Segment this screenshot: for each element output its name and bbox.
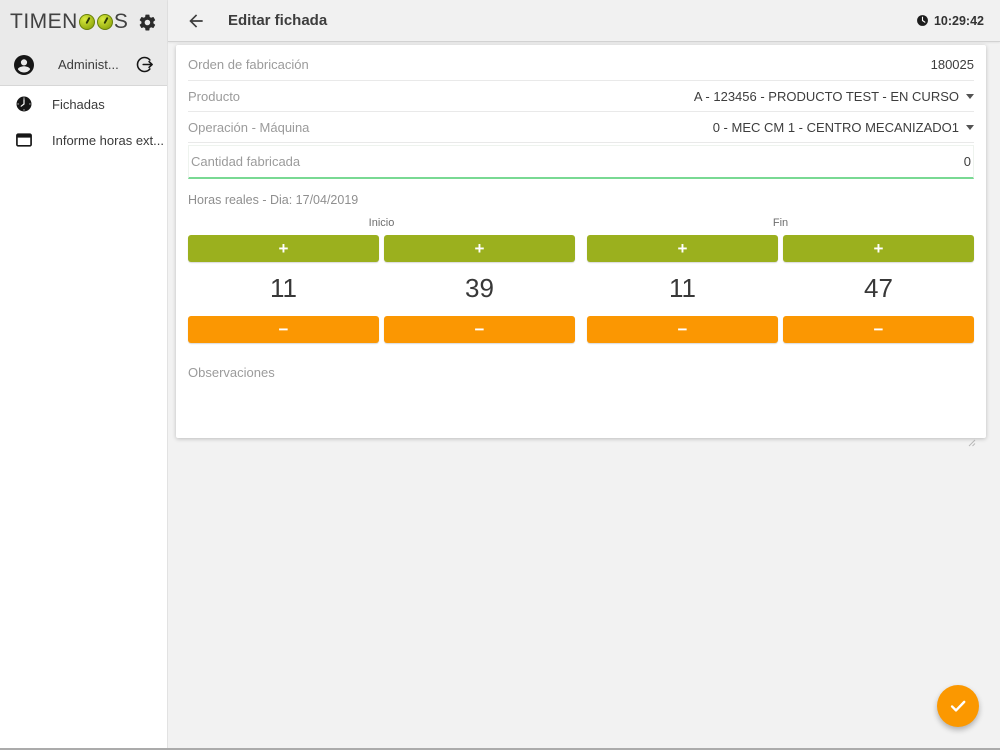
field-producto[interactable]: Producto A - 123456 - PRODUCTO TEST - EN… — [188, 81, 974, 112]
clock-display: 10:29:42 — [916, 14, 984, 28]
dropdown-caret-icon[interactable] — [966, 124, 974, 130]
stepper-group-inicio: Inicio + 11 − + 39 − — [188, 217, 575, 343]
resize-handle-icon[interactable] — [967, 438, 976, 447]
decrement-button[interactable]: − — [587, 316, 778, 343]
stepper-inicio-hours: + 11 − — [188, 235, 379, 343]
horas-reales-section-label: Horas reales - Dia: 17/04/2019 — [188, 193, 359, 207]
field-cantidad-fabricada[interactable]: Cantidad fabricada 0 — [188, 145, 974, 179]
account-person-icon — [12, 53, 36, 77]
group-label: Inicio — [368, 217, 395, 229]
group-label: Fin — [772, 217, 789, 229]
stepper-value: 39 — [465, 273, 494, 303]
logo-ball-icon — [78, 14, 95, 30]
user-account-row[interactable]: Administ... — [0, 44, 167, 86]
back-arrow-icon[interactable] — [186, 11, 206, 31]
observaciones-textarea[interactable]: Observaciones — [188, 357, 976, 447]
sidebar: TIMEN S Administ... Fichad — [0, 0, 168, 748]
increment-button[interactable]: + — [783, 235, 974, 262]
time-clock-icon — [916, 14, 929, 27]
window-icon — [14, 130, 34, 150]
increment-button[interactable]: + — [587, 235, 778, 262]
field-value: 180025 — [930, 57, 974, 72]
app-bar: Editar fichada 10:29:42 — [168, 0, 1000, 42]
stepper-value: 11 — [270, 273, 297, 303]
sidebar-item-fichadas[interactable]: Fichadas — [0, 86, 167, 122]
settings-gear-icon[interactable] — [138, 13, 157, 32]
main-area: Editar fichada 10:29:42 Orden de fabrica… — [168, 0, 1000, 748]
field-value[interactable]: 0 - MEC CM 1 - CENTRO MECANIZADO1 — [712, 119, 959, 135]
increment-button[interactable]: + — [384, 235, 575, 262]
current-time: 10:29:42 — [933, 13, 984, 28]
sidebar-menu: Fichadas Informe horas ext... — [0, 86, 167, 158]
logo-text-suffix: S — [113, 10, 129, 33]
field-operacion-maquina[interactable]: Operación - Máquina 0 - MEC CM 1 - CENTR… — [188, 112, 974, 143]
stepper-value: 47 — [864, 273, 893, 303]
field-value[interactable]: 0 — [963, 154, 971, 169]
edit-fichada-form: Orden de fabricación 180025 Producto A -… — [176, 45, 986, 447]
increment-button[interactable]: + — [188, 235, 379, 262]
stepper-fin-hours: + 11 − — [587, 235, 778, 343]
logout-icon[interactable] — [134, 54, 155, 75]
field-orden-fabricacion: Orden de fabricación 180025 — [188, 45, 974, 81]
time-steppers: Inicio + 11 − + 39 − — [188, 217, 974, 343]
decrement-button[interactable]: − — [188, 316, 379, 343]
decrement-button[interactable]: − — [384, 316, 575, 343]
field-label: Cantidad fabricada — [191, 154, 301, 169]
logo-text-prefix: TIMEN — [10, 10, 78, 33]
field-label: Operación - Máquina — [188, 119, 310, 135]
clock-icon — [14, 94, 34, 114]
sidebar-item-informe-horas[interactable]: Informe horas ext... — [0, 122, 167, 158]
sidebar-item-label: Fichadas — [52, 96, 105, 112]
stepper-value: 11 — [669, 273, 696, 303]
field-label: Orden de fabricación — [188, 57, 309, 72]
field-label: Producto — [188, 88, 241, 104]
confirm-save-fab[interactable] — [937, 685, 979, 727]
checkmark-icon — [947, 695, 969, 717]
stepper-fin-minutes: + 47 − — [783, 235, 974, 343]
page-title: Editar fichada — [228, 12, 328, 29]
stepper-group-fin: Fin + 11 − + 47 − — [587, 217, 974, 343]
logo-row: TIMEN S — [0, 0, 167, 44]
app-logo: TIMEN S — [10, 10, 128, 34]
user-name: Administ... — [58, 57, 119, 72]
field-value[interactable]: A - 123456 - PRODUCTO TEST - EN CURSO — [693, 88, 959, 104]
decrement-button[interactable]: − — [783, 316, 974, 343]
dropdown-caret-icon[interactable] — [966, 93, 974, 99]
observaciones-label: Observaciones — [188, 365, 275, 380]
stepper-inicio-minutes: + 39 − — [384, 235, 575, 343]
sidebar-item-label: Informe horas ext... — [52, 132, 164, 148]
logo-ball-icon — [96, 14, 113, 30]
